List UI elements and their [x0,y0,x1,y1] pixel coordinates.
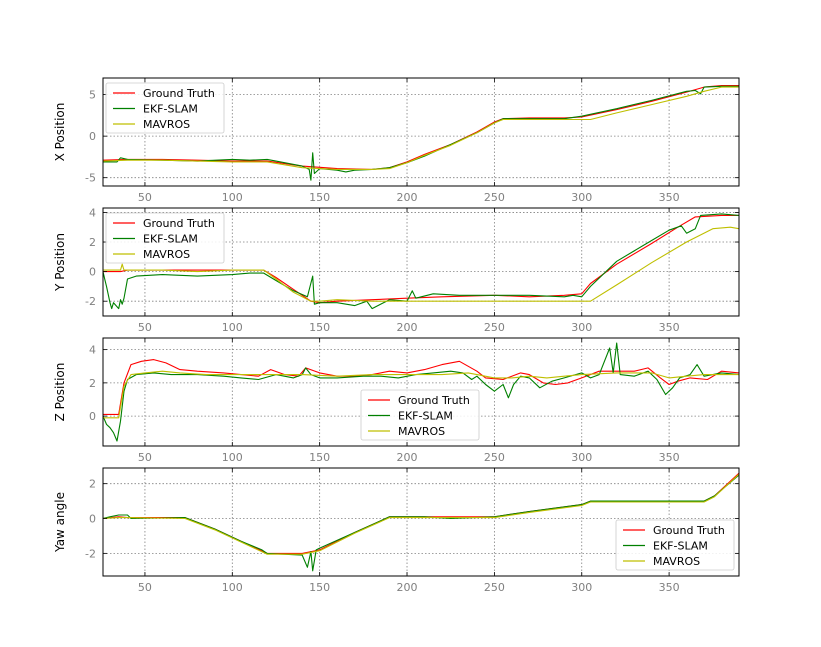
x-tick-label: 50 [138,321,152,334]
y-tick-label: -5 [85,172,96,185]
y-tick-label: 4 [89,206,96,219]
x-tick-label: 150 [309,321,330,334]
legend-box [360,389,480,441]
subplot-3: 50 100 150 200 250 300 350 0 2 4 Z Position Ground … [53,337,740,464]
x-tick-label: 100 [222,581,243,594]
y-axis-label: Yaw angle [53,492,67,553]
y-tick-label: -2 [85,295,96,308]
x-tick-label: 100 [222,451,243,464]
series-line-mavros [103,473,739,555]
subplot-1: 50 100 150 200 250 300 350 -5 0 5 X Position Ground… [53,77,740,204]
plot-frame [102,207,740,317]
y-axis-label: Y Position [53,233,67,292]
subplot-2: 50 100 150 200 250 300 350 -2 0 2 4 Y Position Groun… [53,206,740,334]
x-tick-label: 100 [222,321,243,334]
legend: Ground Truth EKF-SLAM MAVROS [105,212,225,264]
plot-frame [102,467,740,577]
legend-entry-label: MAVROS [653,555,700,568]
y-tick-label: 2 [89,478,96,491]
x-tick-label: 200 [397,191,418,204]
legend-entry-label: MAVROS [143,118,190,131]
legend: Ground Truth EKF-SLAM MAVROS [360,389,480,441]
series-line-ekf-slam [103,474,739,572]
y-axis-label: Z Position [53,363,67,422]
x-tick-label: 100 [222,191,243,204]
x-tick-label: 50 [138,191,152,204]
x-tick-label: 250 [484,451,505,464]
x-tick-label: 300 [571,451,592,464]
y-tick-label: 4 [89,344,96,357]
x-tick-label: 350 [659,451,680,464]
legend-entry-label: EKF-SLAM [143,103,198,116]
y-axis-label: X Position [53,103,67,162]
y-tick-label: 0 [89,266,96,279]
legend-entry-label: EKF-SLAM [398,410,453,423]
legend-entry-label: Ground Truth [143,217,215,230]
x-tick-label: 350 [659,321,680,334]
x-tick-label: 300 [571,581,592,594]
x-tick-label: 200 [397,321,418,334]
legend-entry-label: MAVROS [143,248,190,261]
x-tick-label: 200 [397,451,418,464]
x-tick-label: 250 [484,581,505,594]
legend-entry-label: Ground Truth [653,524,725,537]
legend: Ground Truth EKF-SLAM MAVROS [105,82,225,134]
y-tick-label: 0 [89,410,96,423]
series-line-mavros [103,226,739,302]
x-tick-label: 300 [571,191,592,204]
x-tick-label: 200 [397,581,418,594]
x-tick-label: 300 [571,321,592,334]
series-line-ground-truth [103,359,739,415]
y-tick-label: 2 [89,377,96,390]
series-line-ekf-slam [103,342,739,442]
x-tick-label: 150 [309,581,330,594]
plot-frame [102,337,740,447]
plot-frame [102,77,740,187]
subplot-4: 50 100 150 200 250 300 350 -2 0 2 Yaw angle Ground … [53,467,740,594]
legend-entry-label: MAVROS [398,425,445,438]
x-tick-label: 350 [659,581,680,594]
legend: Ground Truth EKF-SLAM MAVROS [615,519,735,571]
series-line-ekf-slam [103,213,739,310]
y-tick-label: 0 [89,513,96,526]
x-tick-label: 150 [309,191,330,204]
x-tick-label: 250 [484,191,505,204]
x-tick-label: 50 [138,451,152,464]
legend-entry-label: Ground Truth [143,87,215,100]
x-tick-label: 250 [484,321,505,334]
legend-entry-label: EKF-SLAM [653,540,708,553]
x-tick-label: 50 [138,581,152,594]
series-line-mavros [103,370,739,419]
y-tick-label: 0 [89,130,96,143]
y-tick-label: 5 [89,89,96,102]
legend-box [105,212,225,264]
legend-box [105,82,225,134]
series-line-mavros [103,86,739,170]
legend-box [615,519,735,571]
legend-entry-label: Ground Truth [398,394,470,407]
y-tick-label: 2 [89,236,96,249]
x-tick-label: 350 [659,191,680,204]
series-line-ground-truth [103,214,739,304]
y-tick-label: -2 [85,547,96,560]
x-tick-label: 150 [309,451,330,464]
legend-entry-label: EKF-SLAM [143,233,198,246]
